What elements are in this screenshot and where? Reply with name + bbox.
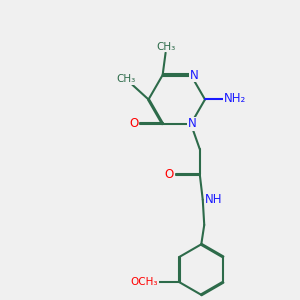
Text: O: O (165, 168, 174, 181)
Text: N: N (190, 68, 198, 82)
Text: N: N (188, 117, 197, 130)
Text: CH₃: CH₃ (117, 74, 136, 84)
Text: O: O (129, 117, 138, 130)
Text: CH₃: CH₃ (157, 42, 176, 52)
Text: OCH₃: OCH₃ (131, 277, 158, 287)
Text: NH: NH (205, 193, 223, 206)
Text: NH₂: NH₂ (224, 92, 246, 105)
